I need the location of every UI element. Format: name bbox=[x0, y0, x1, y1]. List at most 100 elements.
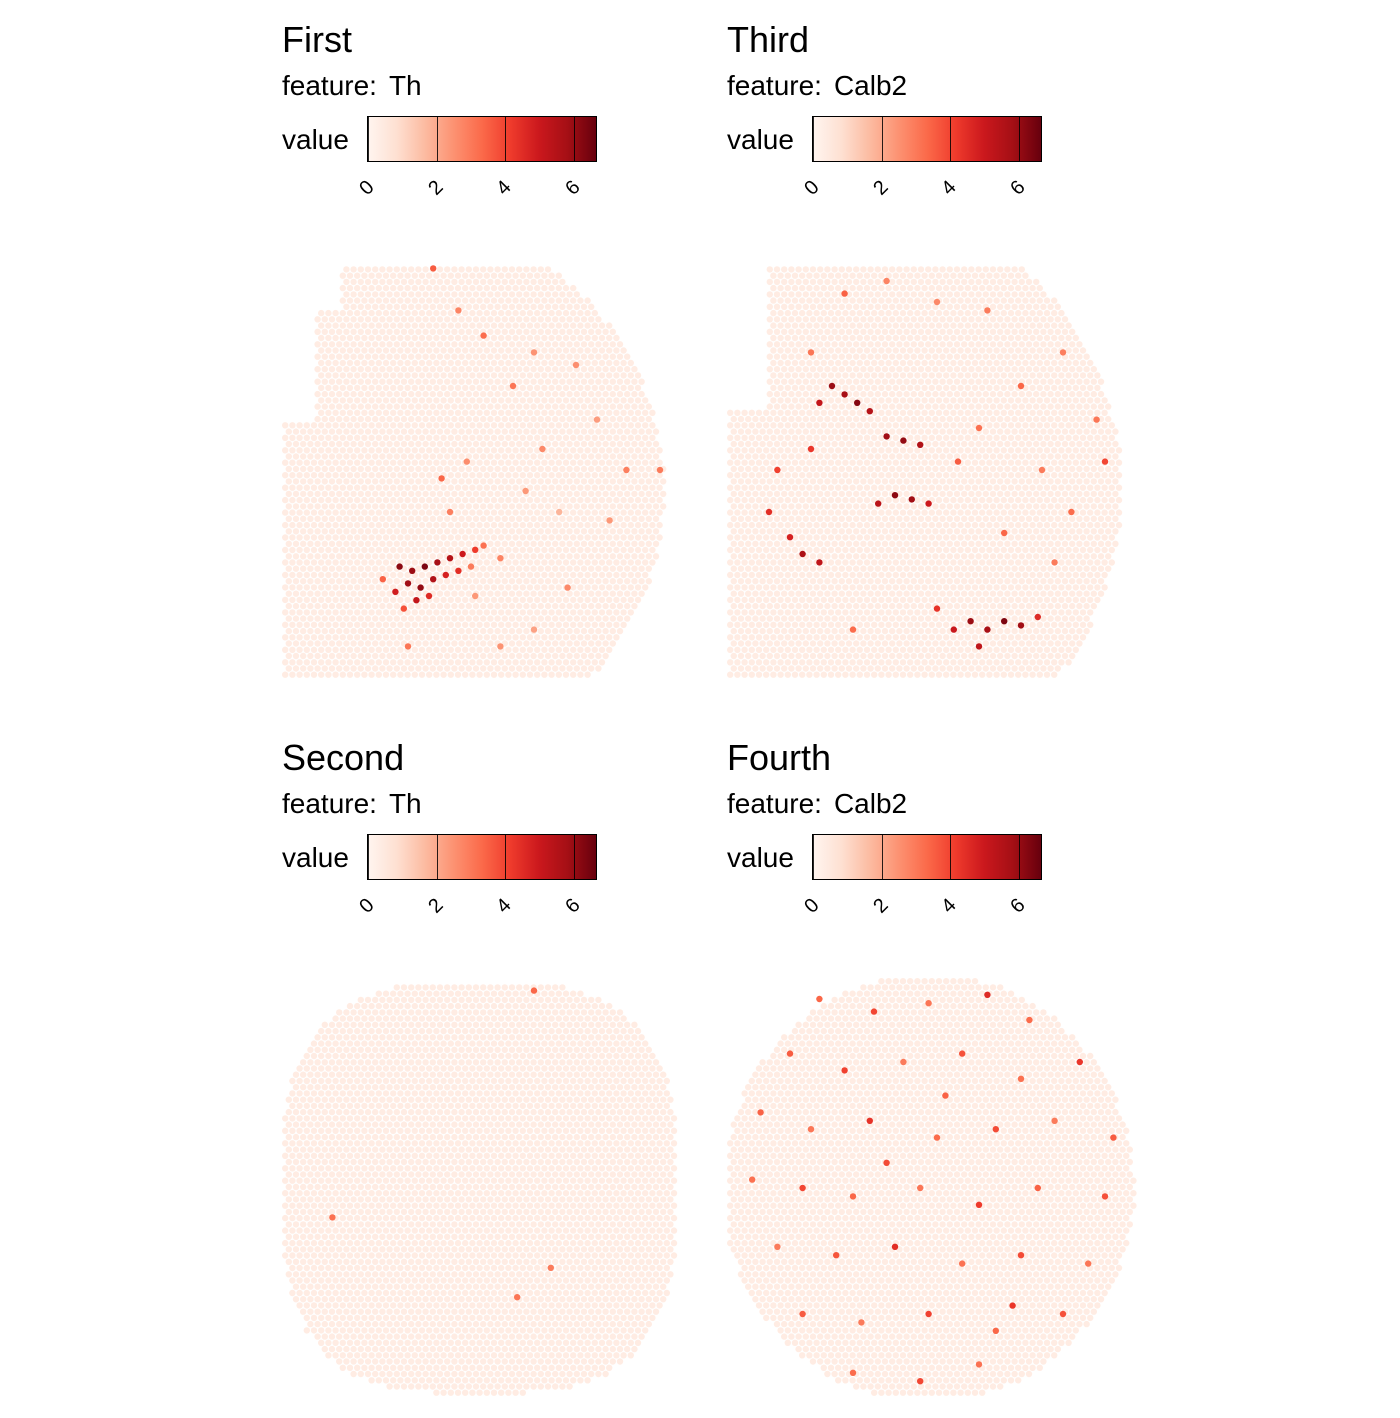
background-spot bbox=[509, 591, 515, 597]
background-spot bbox=[296, 460, 302, 466]
background-spot bbox=[530, 603, 536, 609]
background-spot bbox=[788, 354, 794, 360]
background-spot bbox=[476, 472, 482, 478]
background-spot bbox=[336, 441, 342, 447]
background-spot bbox=[520, 497, 526, 503]
background-spot bbox=[372, 665, 378, 671]
background-spot bbox=[896, 416, 902, 422]
background-spot bbox=[613, 522, 619, 528]
background-spot bbox=[871, 347, 877, 353]
background-spot bbox=[361, 534, 367, 540]
background-spot bbox=[469, 572, 475, 578]
background-spot bbox=[1076, 428, 1082, 434]
background-spot bbox=[419, 297, 425, 303]
background-spot bbox=[361, 609, 367, 615]
background-spot bbox=[304, 472, 310, 478]
background-spot bbox=[512, 310, 518, 316]
background-spot bbox=[1073, 460, 1079, 466]
expression-spot bbox=[455, 568, 461, 574]
background-spot bbox=[878, 297, 884, 303]
background-spot bbox=[864, 485, 870, 491]
background-spot bbox=[282, 647, 288, 653]
background-spot bbox=[415, 665, 421, 671]
background-spot bbox=[523, 653, 529, 659]
background-spot bbox=[929, 372, 935, 378]
background-spot bbox=[390, 659, 396, 665]
background-spot bbox=[304, 659, 310, 665]
background-spot bbox=[462, 572, 468, 578]
background-spot bbox=[347, 584, 353, 590]
background-spot bbox=[304, 609, 310, 615]
background-spot bbox=[1098, 491, 1104, 497]
background-spot bbox=[965, 472, 971, 478]
background-spot bbox=[516, 628, 522, 634]
background-spot bbox=[372, 416, 378, 422]
background-spot bbox=[304, 447, 310, 453]
background-spot bbox=[957, 485, 963, 491]
background-spot bbox=[592, 522, 598, 528]
background-spot bbox=[972, 347, 978, 353]
background-spot bbox=[311, 547, 317, 553]
background-spot bbox=[458, 615, 464, 621]
background-spot bbox=[925, 341, 931, 347]
background-spot bbox=[588, 466, 594, 472]
background-spot bbox=[293, 541, 299, 547]
background-spot bbox=[828, 472, 834, 478]
background-spot bbox=[968, 379, 974, 385]
background-spot bbox=[304, 547, 310, 553]
background-spot bbox=[401, 453, 407, 459]
background-spot bbox=[1001, 360, 1007, 366]
background-spot bbox=[397, 322, 403, 328]
background-spot bbox=[426, 659, 432, 665]
background-spot bbox=[332, 534, 338, 540]
background-spot bbox=[473, 266, 479, 272]
background-spot bbox=[350, 354, 356, 360]
background-spot bbox=[458, 628, 464, 634]
background-spot bbox=[538, 591, 544, 597]
background-spot bbox=[968, 466, 974, 472]
background-spot bbox=[520, 310, 526, 316]
background-spot bbox=[361, 447, 367, 453]
background-spot bbox=[404, 659, 410, 665]
background-spot bbox=[1112, 453, 1118, 459]
background-spot bbox=[581, 403, 587, 409]
background-spot bbox=[806, 310, 812, 316]
background-spot bbox=[774, 341, 780, 347]
background-spot bbox=[997, 403, 1003, 409]
background-spot bbox=[767, 366, 773, 372]
background-spot bbox=[932, 503, 938, 509]
background-spot bbox=[965, 273, 971, 279]
background-spot bbox=[455, 485, 461, 491]
background-spot bbox=[300, 528, 306, 534]
background-spot bbox=[311, 634, 317, 640]
background-spot bbox=[354, 534, 360, 540]
background-spot bbox=[527, 385, 533, 391]
background-spot bbox=[541, 360, 547, 366]
background-spot bbox=[1076, 466, 1082, 472]
background-spot bbox=[498, 472, 504, 478]
background-spot bbox=[986, 372, 992, 378]
background-spot bbox=[795, 503, 801, 509]
background-spot bbox=[1026, 453, 1032, 459]
background-spot bbox=[476, 285, 482, 291]
background-spot bbox=[824, 416, 830, 422]
background-spot bbox=[849, 497, 855, 503]
background-spot bbox=[638, 403, 644, 409]
background-spot bbox=[835, 410, 841, 416]
background-spot bbox=[1065, 435, 1071, 441]
background-spot bbox=[523, 354, 529, 360]
background-spot bbox=[552, 566, 558, 572]
background-spot bbox=[947, 428, 953, 434]
background-spot bbox=[487, 316, 493, 322]
background-spot bbox=[635, 472, 641, 478]
background-spot bbox=[799, 397, 805, 403]
background-spot bbox=[975, 366, 981, 372]
background-spot bbox=[1069, 441, 1075, 447]
background-spot bbox=[368, 460, 374, 466]
background-spot bbox=[649, 460, 655, 466]
background-spot bbox=[1040, 491, 1046, 497]
background-spot bbox=[803, 354, 809, 360]
background-spot bbox=[1033, 366, 1039, 372]
background-spot bbox=[896, 366, 902, 372]
background-spot bbox=[372, 466, 378, 472]
